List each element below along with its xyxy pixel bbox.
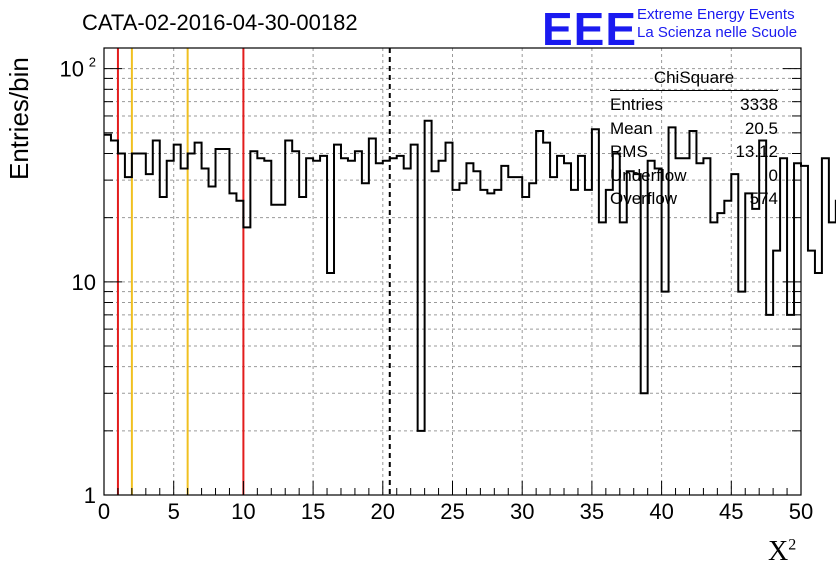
logo-line-2: La Scienza nelle Scuole <box>637 24 798 41</box>
x-axis-label: X2 <box>768 536 796 568</box>
x-tick-label: 20 <box>371 499 395 524</box>
stats-label: RMS <box>610 142 648 161</box>
axis-tick-labels: 0 5 10 15 20 25 30 35 40 45 50 1 10 10 2 <box>60 55 814 524</box>
y-tick-label: 10 <box>72 270 96 295</box>
stats-value: 0 <box>768 165 778 185</box>
x-tick-label: 25 <box>440 499 464 524</box>
x-tick-label: 5 <box>168 499 180 524</box>
stats-row: Overflow 574 <box>610 187 778 211</box>
y-tick-label: 10 <box>60 57 84 82</box>
x-tick-label: 0 <box>98 499 110 524</box>
x-tick-label: 40 <box>649 499 673 524</box>
x-tick-label: 50 <box>789 499 813 524</box>
grid-lines <box>104 48 801 495</box>
stats-row: Mean 20.5 <box>610 117 778 141</box>
stats-value: 20.5 <box>744 118 778 138</box>
x-tick-label: 45 <box>719 499 743 524</box>
eee-logo: EEE <box>542 3 638 55</box>
stats-value: 574 <box>749 189 778 208</box>
stats-value: 13.12 <box>735 142 778 161</box>
stats-row: Underflow 0 <box>610 164 778 188</box>
stats-label: Underflow <box>610 165 687 185</box>
x-tick-label: 35 <box>580 499 604 524</box>
stats-row: Entries 3338 <box>610 93 778 117</box>
x-tick-label: 15 <box>301 499 325 524</box>
x-tick-label: 30 <box>510 499 534 524</box>
y-tick-label-sup: 2 <box>89 55 96 70</box>
stats-value: 3338 <box>740 95 778 114</box>
histogram-series <box>104 119 836 432</box>
chart-title: CATA-02-2016-04-30-00182 <box>82 10 358 35</box>
stats-box: ChiSquare Entries 3338 Mean 20.5 RMS 13.12 … <box>610 68 778 211</box>
stats-label: Overflow <box>610 189 678 208</box>
marker-lines <box>116 48 391 495</box>
logo-line-1: Extreme Energy Events <box>637 6 795 23</box>
stats-label: Mean <box>610 118 653 138</box>
x-axis-label-base: X <box>768 536 789 567</box>
x-tick-label: 10 <box>231 499 255 524</box>
stats-title: ChiSquare <box>610 68 778 91</box>
axis-ticks <box>103 68 802 496</box>
y-tick-label: 1 <box>84 483 96 508</box>
stats-row: RMS 13.12 <box>610 140 778 164</box>
stats-label: Entries <box>610 95 663 114</box>
y-axis-label: Entries/bin <box>4 57 34 180</box>
x-axis-label-sup: 2 <box>788 536 797 554</box>
